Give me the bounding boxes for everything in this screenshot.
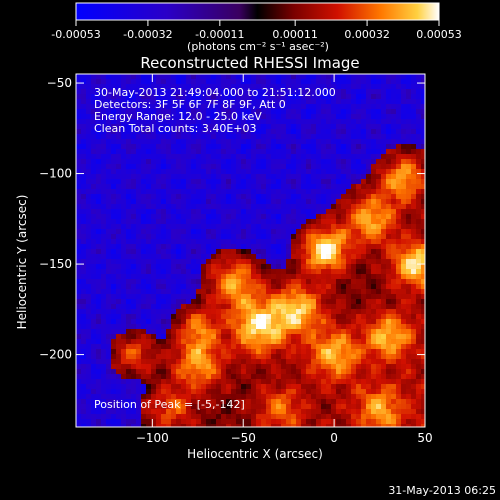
annotation-detectors: Detectors: 3F 5F 6F 7F 8F 9F, Att 0 xyxy=(94,98,286,111)
chart-title: Reconstructed RHESSI Image xyxy=(140,54,359,72)
x-tick-label: 50 xyxy=(417,431,432,445)
colorbar-tick-label: 0.00011 xyxy=(272,28,318,41)
heatmap-image xyxy=(76,74,425,427)
x-axis-ticks: −100 −50 0 50 xyxy=(136,74,433,445)
x-tick-label: −100 xyxy=(136,431,169,445)
colorbar-tick-label: 0.00053 xyxy=(416,28,462,41)
x-tick-label: 0 xyxy=(330,431,338,445)
colorbar-tick-label: -0.00011 xyxy=(195,28,244,41)
x-axis-label: Heliocentric X (arcsec) xyxy=(187,447,323,461)
y-tick-label: −100 xyxy=(39,167,72,181)
annotation-clean-counts: Clean Total counts: 3.40E+03 xyxy=(94,122,257,135)
colorbar-units: (photons cm⁻² s⁻¹ asec⁻²) xyxy=(187,40,329,53)
annotation-time-range: 30-May-2013 21:49:04.000 to 21:51:12.000 xyxy=(94,86,336,99)
y-axis-label: Heliocentric Y (arcsec) xyxy=(15,195,29,330)
annotation-energy-range: Energy Range: 12.0 - 25.0 keV xyxy=(94,110,262,123)
peak-position-label: Position of Peak = [-5,-142] xyxy=(94,398,245,411)
plot-frame xyxy=(75,73,426,428)
colorbar: -0.00053 -0.00032 -0.00011 0.00011 0.00032 0.… xyxy=(51,2,462,53)
plot-area: −100 −50 0 50 −50 −100 −150 −200 30-May-2013 2… xyxy=(39,73,433,445)
colorbar-ticks: -0.00053 -0.00032 -0.00011 0.00011 0.00032 0.… xyxy=(51,20,462,41)
y-axis-ticks: −50 −100 −150 −200 xyxy=(39,76,425,362)
annotation-block: 30-May-2013 21:49:04.000 to 21:51:12.000… xyxy=(94,86,336,135)
y-tick-label: −200 xyxy=(39,348,72,362)
colorbar-tick-label: -0.00032 xyxy=(123,28,172,41)
y-tick-label: −150 xyxy=(39,257,72,271)
colorbar-tick-label: 0.00032 xyxy=(344,28,390,41)
colorbar-tick-label: -0.00053 xyxy=(51,28,100,41)
y-tick-label: −50 xyxy=(47,76,72,90)
x-tick-label: −50 xyxy=(231,431,256,445)
footer-timestamp: 31-May-2013 06:25 xyxy=(388,484,496,497)
colorbar-gradient xyxy=(75,2,440,21)
